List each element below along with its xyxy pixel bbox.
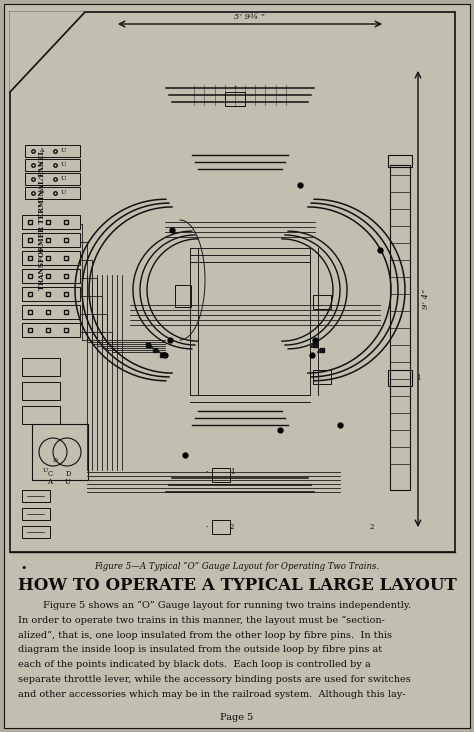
Text: A: A <box>39 149 44 154</box>
Bar <box>22 508 50 520</box>
Bar <box>25 145 80 157</box>
Text: each of the points indicated by black dots.  Each loop is controlled by a: each of the points indicated by black do… <box>18 660 371 669</box>
Polygon shape <box>10 12 85 92</box>
Text: 2: 2 <box>230 523 235 531</box>
Text: D: D <box>53 458 57 463</box>
Text: 1: 1 <box>416 374 420 382</box>
Text: U: U <box>65 478 71 486</box>
Bar <box>22 215 80 229</box>
Bar <box>212 520 230 534</box>
Bar <box>212 468 230 482</box>
Text: -: - <box>234 83 237 91</box>
Text: alized”, that is, one loop insulated from the other loop by fibre pins.  In this: alized”, that is, one loop insulated fro… <box>18 630 392 640</box>
Text: Figure 5—A Typical “O” Gauge Layout for Operating Two Trains.: Figure 5—A Typical “O” Gauge Layout for … <box>94 562 380 572</box>
Bar <box>10 12 455 552</box>
Text: U: U <box>42 468 47 472</box>
Bar <box>22 233 80 247</box>
Text: 9’ 4”: 9’ 4” <box>422 289 430 309</box>
Text: 5’ 9¾ ”: 5’ 9¾ ” <box>235 13 265 21</box>
Bar <box>22 526 50 538</box>
Text: -: - <box>206 468 208 476</box>
Text: separate throttle lever, while the accessory binding posts are used for switches: separate throttle lever, while the acces… <box>18 675 411 684</box>
Text: C: C <box>47 470 53 478</box>
Text: U: U <box>61 190 66 195</box>
Bar <box>25 159 80 171</box>
Text: Figure 5 shows an “O” Gauge layout for running two trains independently.: Figure 5 shows an “O” Gauge layout for r… <box>18 601 411 610</box>
Text: U: U <box>61 149 66 154</box>
Bar <box>22 287 80 301</box>
Text: diagram the inside loop is insulated from the outside loop by fibre pins at: diagram the inside loop is insulated fro… <box>18 646 382 654</box>
Text: B: B <box>39 163 44 168</box>
Bar <box>25 187 80 199</box>
Text: A: A <box>47 478 53 486</box>
Text: •: • <box>20 563 27 573</box>
Text: D: D <box>65 470 71 478</box>
Text: -: - <box>206 523 208 531</box>
Text: U: U <box>61 163 66 168</box>
Text: C: C <box>39 176 44 182</box>
Text: and other accessories which may be in the railroad system.  Although this lay-: and other accessories which may be in th… <box>18 690 405 699</box>
Bar <box>175 285 191 307</box>
Text: HOW TO OPERATE A TYPICAL LARGE LAYOUT: HOW TO OPERATE A TYPICAL LARGE LAYOUT <box>18 577 456 594</box>
Text: Page 5: Page 5 <box>220 713 254 722</box>
Bar <box>22 358 60 376</box>
Bar <box>313 370 331 384</box>
Text: 2: 2 <box>370 523 374 531</box>
Bar <box>25 173 80 185</box>
Bar <box>390 165 410 490</box>
Text: U: U <box>61 176 66 182</box>
Text: TRANSFORMER TERMINAL PANEL: TRANSFORMER TERMINAL PANEL <box>38 150 46 290</box>
Text: 1: 1 <box>230 468 235 476</box>
Bar <box>22 269 80 283</box>
Bar <box>22 490 50 502</box>
Text: In order to operate two trains in this manner, the layout must be “section-: In order to operate two trains in this m… <box>18 616 385 625</box>
Bar <box>22 323 80 337</box>
Bar <box>388 155 412 167</box>
Bar <box>22 406 60 424</box>
Bar <box>22 382 60 400</box>
Bar <box>22 251 80 265</box>
Bar <box>32 424 88 480</box>
Bar <box>225 92 245 106</box>
Bar <box>388 370 412 386</box>
Bar <box>313 295 331 309</box>
Bar <box>22 305 80 319</box>
Text: D: D <box>39 190 44 195</box>
